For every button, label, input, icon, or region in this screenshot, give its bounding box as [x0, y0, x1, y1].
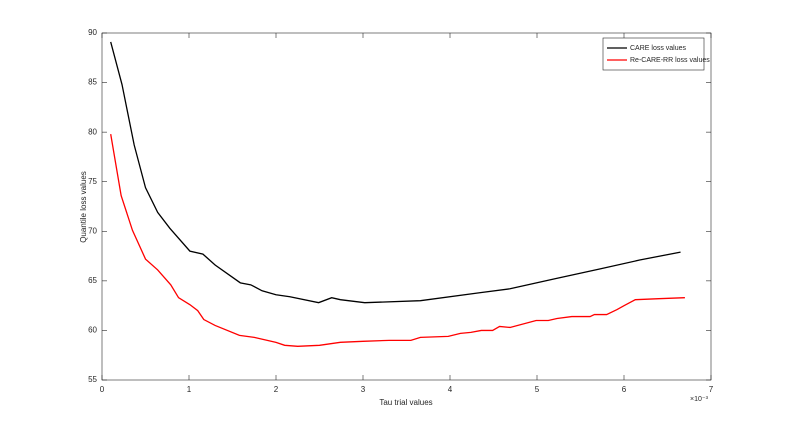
x-tick-label: 7: [709, 385, 714, 394]
plot-area: [101, 32, 712, 381]
y-tick-label: 65: [88, 276, 97, 285]
legend-label: CARE loss values: [630, 45, 687, 52]
x-tick-label: 2: [274, 385, 279, 394]
y-tick-label: 75: [88, 177, 97, 186]
x-tick-label: 5: [535, 385, 540, 394]
series-line: [110, 41, 681, 304]
y-tick-label: 55: [88, 375, 97, 384]
y-tick-label: 85: [88, 78, 97, 87]
series-line: [110, 134, 685, 347]
legend-box: [602, 37, 705, 71]
y-tick-label: 60: [88, 326, 97, 335]
x-tick-label: 3: [361, 385, 366, 394]
y-tick-label: 90: [88, 28, 97, 37]
x-tick-label: 6: [622, 385, 627, 394]
y-axis-label: Quantile loss values: [79, 171, 88, 243]
x-tick-label: 0: [100, 385, 105, 394]
x-multiplier: ×10⁻³: [690, 396, 709, 403]
y-tick-label: 80: [88, 127, 97, 136]
y-tick-label: 70: [88, 226, 97, 235]
legend-label: Re-CARE-RR loss values: [630, 57, 710, 64]
x-axis-label: Tau trial values: [379, 398, 432, 407]
x-tick-label: 1: [187, 385, 192, 394]
x-tick-label: 4: [448, 385, 453, 394]
